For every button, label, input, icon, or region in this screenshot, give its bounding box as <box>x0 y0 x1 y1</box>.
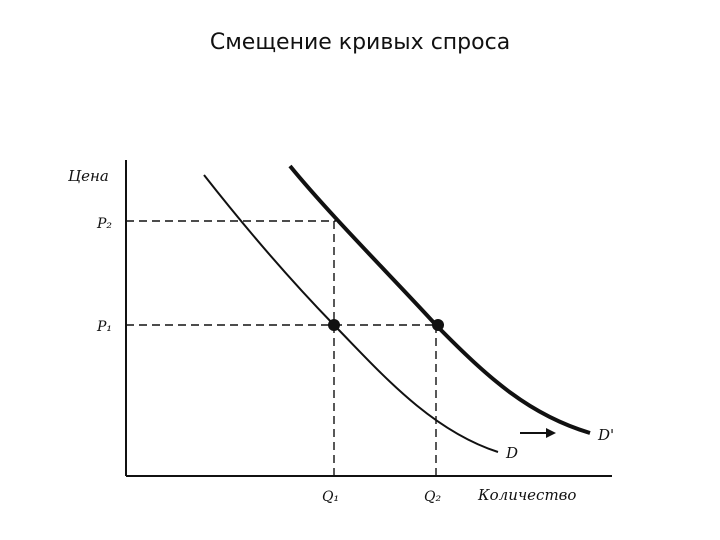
slide-title: Смещение кривых спроса <box>209 30 511 55</box>
p2-tick-label: P₂ <box>96 216 112 232</box>
curve-d-label: D <box>505 444 518 462</box>
x-axis-label: Количество <box>477 486 576 504</box>
equilibrium-point-d <box>328 319 340 331</box>
p1-tick-label: P₁ <box>96 319 112 335</box>
q2-tick-label: Q₂ <box>424 489 441 505</box>
q1-tick-label: Q₁ <box>322 489 339 505</box>
shift-arrow-icon <box>546 428 556 438</box>
equilibrium-point-d-prime <box>432 319 444 331</box>
demand-curve-d-prime <box>288 164 591 435</box>
demand-curve-d <box>203 174 499 453</box>
y-axis-label: Цена <box>68 167 109 185</box>
curve-d-prime-label: D' <box>597 426 614 444</box>
